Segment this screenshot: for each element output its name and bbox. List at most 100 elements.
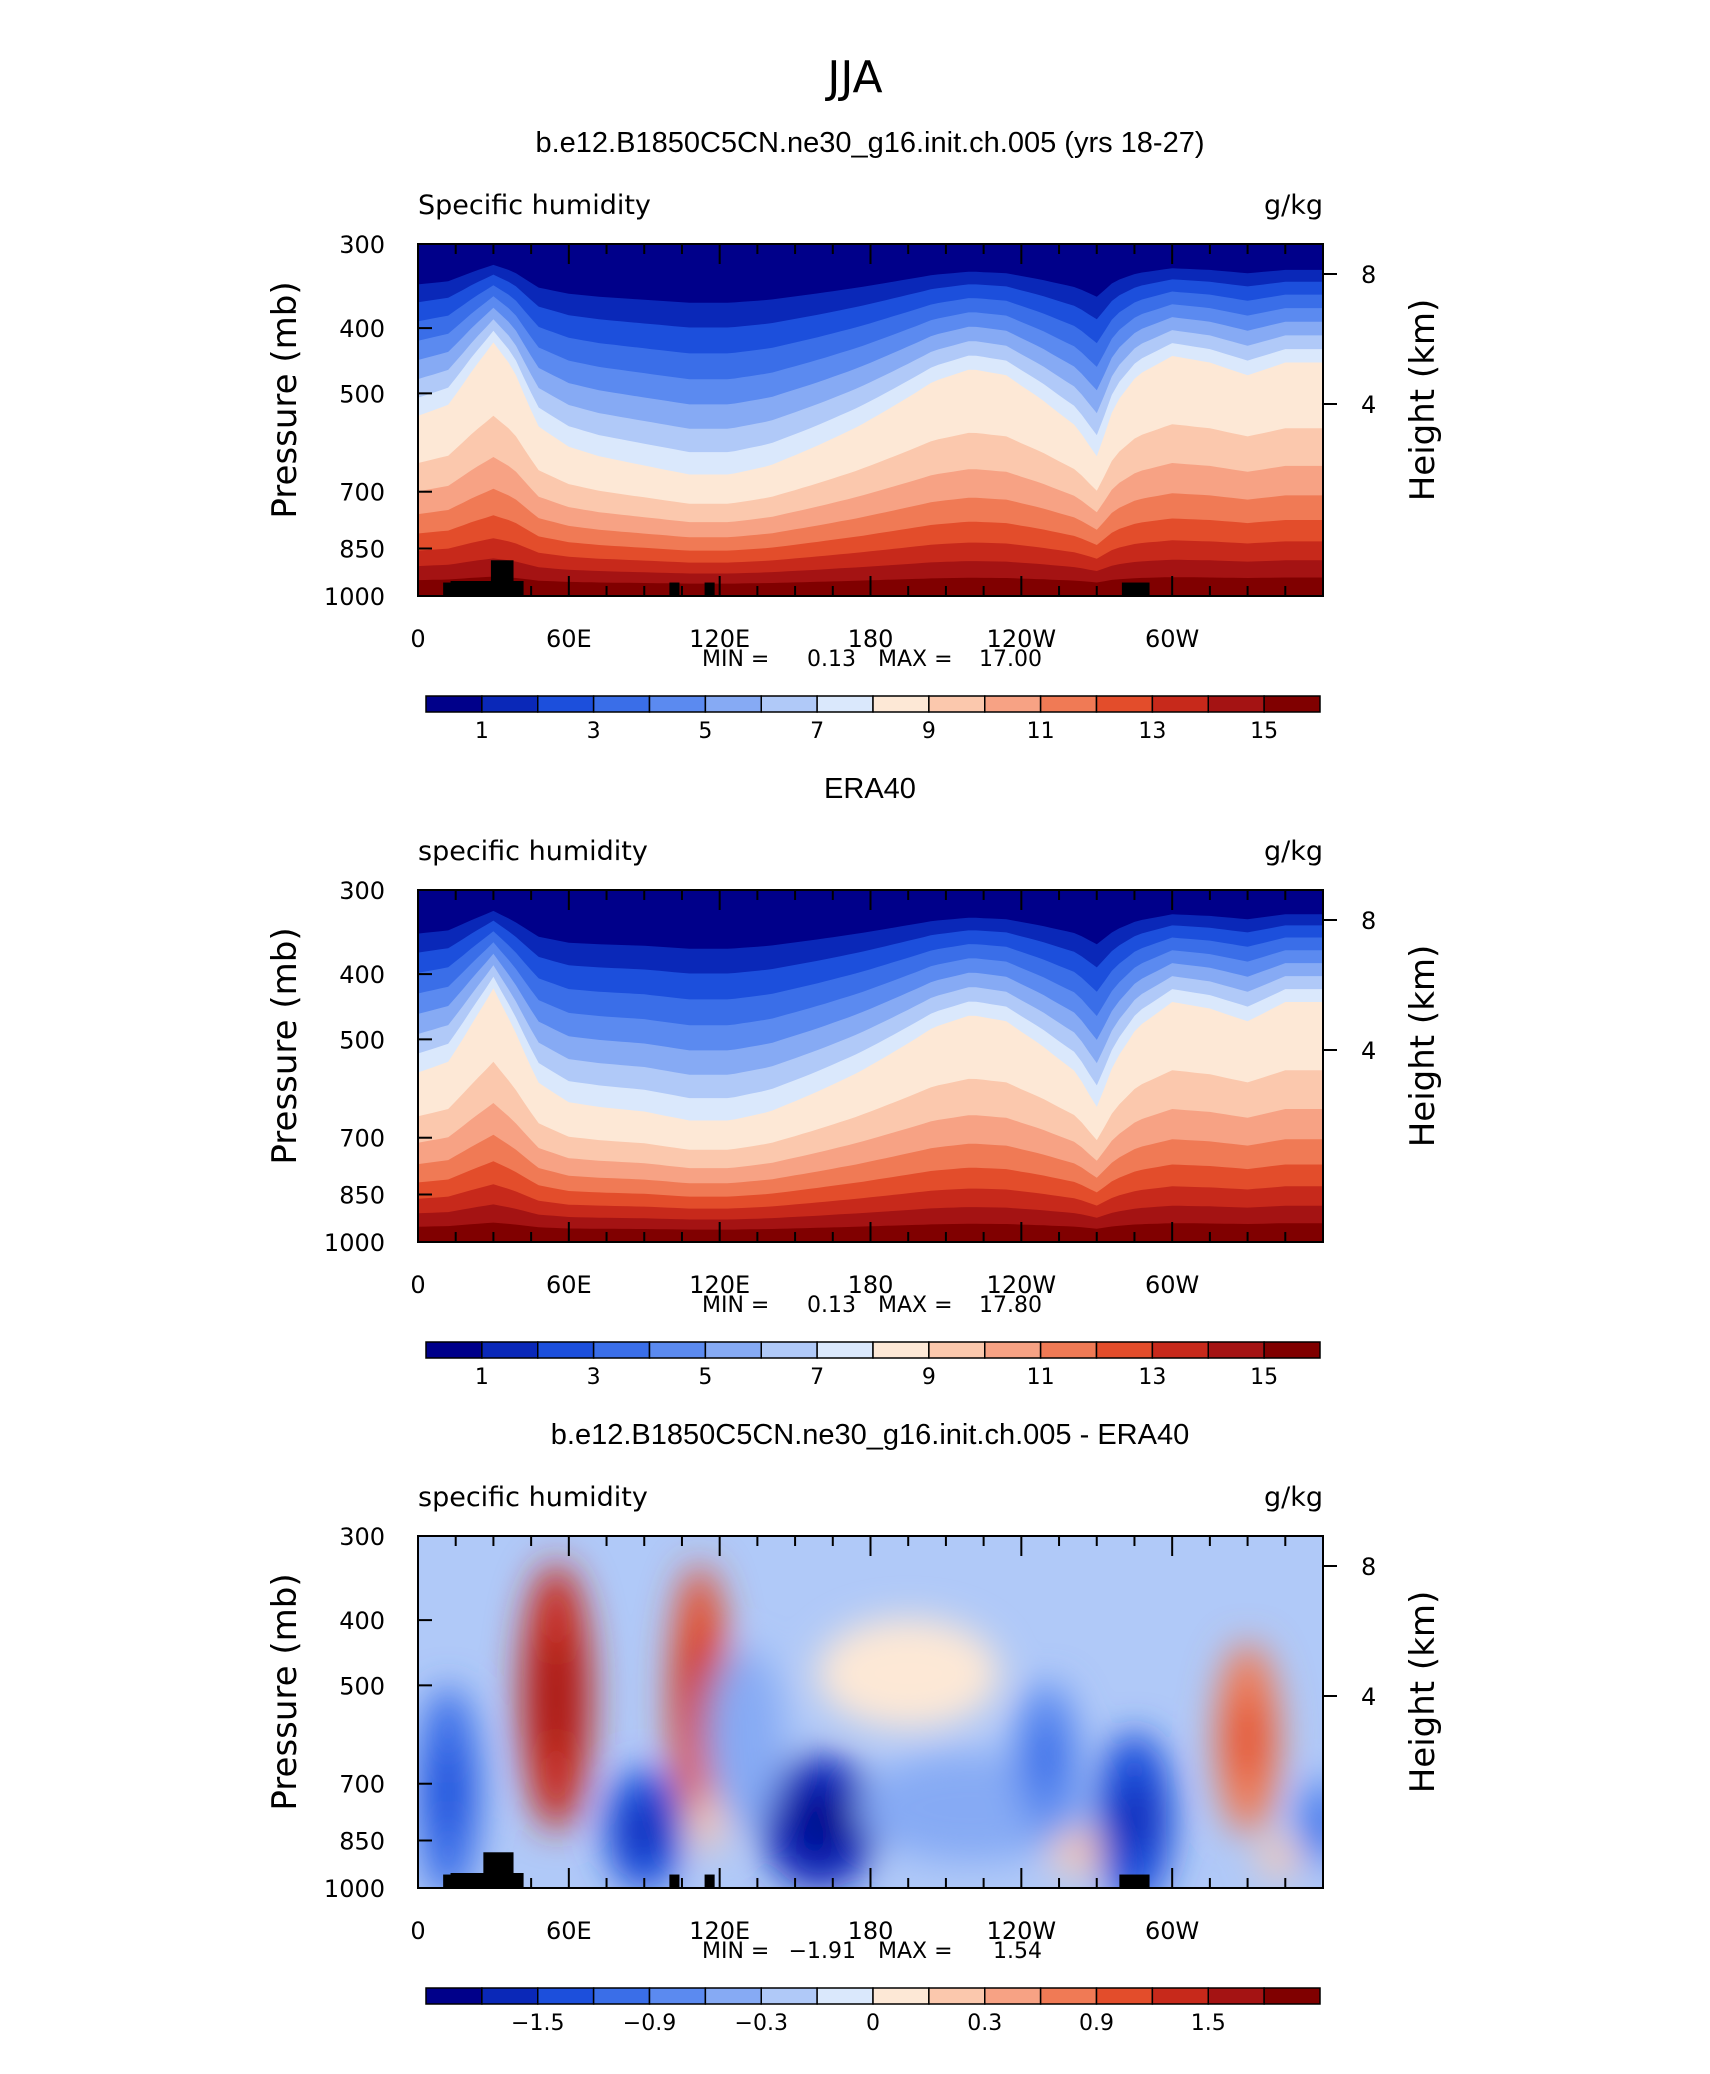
colorbar-swatch [648, 695, 707, 713]
y2-tick-label: 4 [1361, 1037, 1376, 1065]
colorbar-swatch [481, 695, 539, 713]
colorbar-swatch [1039, 1341, 1098, 1359]
colorbar-label: −0.3 [735, 2011, 788, 2036]
min-label: MIN = [702, 647, 769, 672]
anomaly-core-8 [624, 1802, 664, 1858]
colorbar-label: 5 [698, 1365, 712, 1390]
min-value: 0.13 [807, 647, 856, 672]
anomaly-core-0 [538, 1636, 575, 1758]
x-tick-label: 0 [410, 1271, 425, 1299]
panel-title: b.e12.B1850C5CN.ne30_g16.init.ch.005 (yr… [535, 127, 1204, 159]
colorbar-swatch [760, 1341, 818, 1359]
colorbar-label: 0.9 [1079, 2011, 1114, 2036]
colorbar-swatch [648, 1341, 707, 1359]
colorbar-swatch [816, 695, 874, 713]
colorbar-swatch [984, 695, 1042, 713]
x-tick-label: 120E [689, 1917, 750, 1945]
y-tick-label: 700 [339, 1771, 385, 1799]
panel-title: b.e12.B1850C5CN.ne30_g16.init.ch.005 - E… [551, 1419, 1189, 1451]
colorbar-swatch [592, 1341, 651, 1359]
colorbar-label: 0.3 [967, 2011, 1002, 2036]
land-mask-3 [704, 1874, 715, 1888]
max-value: 1.54 [993, 1939, 1042, 1964]
anomaly-core-14 [1309, 1802, 1323, 1843]
colorbar-label: 15 [1250, 719, 1278, 744]
colorbar-swatch [760, 1987, 818, 2005]
y-tick-label: 300 [339, 1523, 385, 1551]
colorbar-swatch [425, 1341, 483, 1359]
colorbar-swatch [816, 1987, 874, 2005]
panel-title: ERA40 [824, 773, 916, 805]
y-tick-label: 700 [339, 479, 385, 507]
x-tick-label: 60W [1145, 625, 1199, 653]
units-label: g/kg [1264, 1482, 1323, 1513]
y-tick-label: 400 [339, 1607, 385, 1635]
colorbar-swatch [1039, 1987, 1098, 2005]
colorbar-swatch [1151, 695, 1209, 713]
colorbar-swatch [816, 1341, 874, 1359]
colorbar-swatch [1207, 695, 1265, 713]
land-mask-2 [669, 1874, 680, 1888]
y-axis-label: Pressure (mb) [265, 1573, 305, 1810]
y2-tick-label: 4 [1361, 391, 1376, 419]
y-tick-label: 1000 [324, 583, 385, 611]
colorbar-label: 1.5 [1191, 2011, 1226, 2036]
colorbar-swatch [984, 1987, 1042, 2005]
x-tick-label: 180 [848, 625, 894, 653]
y2-axis-label: Height (km) [1403, 945, 1443, 1148]
colorbar-swatch [425, 1987, 483, 2005]
colorbar-swatch [928, 1987, 986, 2005]
x-tick-label: 60E [546, 1917, 592, 1945]
y-tick-label: 1000 [324, 1229, 385, 1257]
y-tick-label: 850 [339, 535, 385, 563]
colorbar-label: −0.9 [623, 2011, 676, 2036]
figure-title: JJA [824, 52, 882, 103]
x-tick-label: 0 [410, 625, 425, 653]
colorbar-swatch [1151, 1341, 1209, 1359]
plot-area [418, 244, 1323, 596]
land-mask-3 [704, 582, 715, 596]
colorbar-swatch [537, 695, 595, 713]
variable-label: specific humidity [418, 836, 648, 867]
anomaly-core-9 [431, 1744, 465, 1840]
units-label: g/kg [1264, 190, 1323, 221]
colorbar: 1 3 5 7 9 11 13 15 [425, 1341, 1321, 1390]
anomaly-2 [690, 1793, 724, 1853]
units-label: g/kg [1264, 836, 1323, 867]
y2-axis-label: Height (km) [1403, 1591, 1443, 1794]
x-tick-label: 120W [987, 1917, 1057, 1945]
colorbar-swatch [1095, 695, 1154, 713]
land-mask-base [450, 1873, 524, 1888]
colorbar-swatch [592, 1987, 651, 2005]
y2-tick-label: 8 [1361, 261, 1376, 289]
colorbar: 1 3 5 7 9 11 13 15 [425, 695, 1321, 744]
colorbar-swatch [592, 695, 651, 713]
y-axis-label: Pressure (mb) [265, 281, 305, 518]
colorbar-swatch [481, 1987, 539, 2005]
colorbar-swatch [1263, 695, 1321, 713]
colorbar-label: 3 [587, 1365, 601, 1390]
contour-field [418, 1562, 1323, 1888]
colorbar-label: 7 [810, 1365, 824, 1390]
y2-tick-label: 4 [1361, 1683, 1376, 1711]
anomaly-12 [705, 1648, 785, 1830]
colorbar-swatch [928, 695, 986, 713]
colorbar-label: −1.5 [511, 2011, 564, 2036]
x-tick-label: 60E [546, 1271, 592, 1299]
colorbar: −1.5 −0.9 −0.3 0 0.3 0.9 1.5 [425, 1987, 1321, 2036]
y-tick-label: 1000 [324, 1875, 385, 1903]
y-tick-label: 300 [339, 231, 385, 259]
colorbar-swatch [648, 1987, 707, 2005]
min-label: MIN = [702, 1293, 769, 1318]
x-tick-label: 60W [1145, 1917, 1199, 1945]
land-mask-base [450, 581, 524, 596]
colorbar-swatch [537, 1987, 595, 2005]
y2-tick-label: 8 [1361, 907, 1376, 935]
colorbar-label: 7 [810, 719, 824, 744]
plot-area [418, 890, 1323, 1242]
colorbar-swatch [984, 1341, 1042, 1359]
panel-0: b.e12.B1850C5CN.ne30_g16.init.ch.005 (yr… [265, 127, 1443, 744]
y-tick-label: 850 [339, 1181, 385, 1209]
